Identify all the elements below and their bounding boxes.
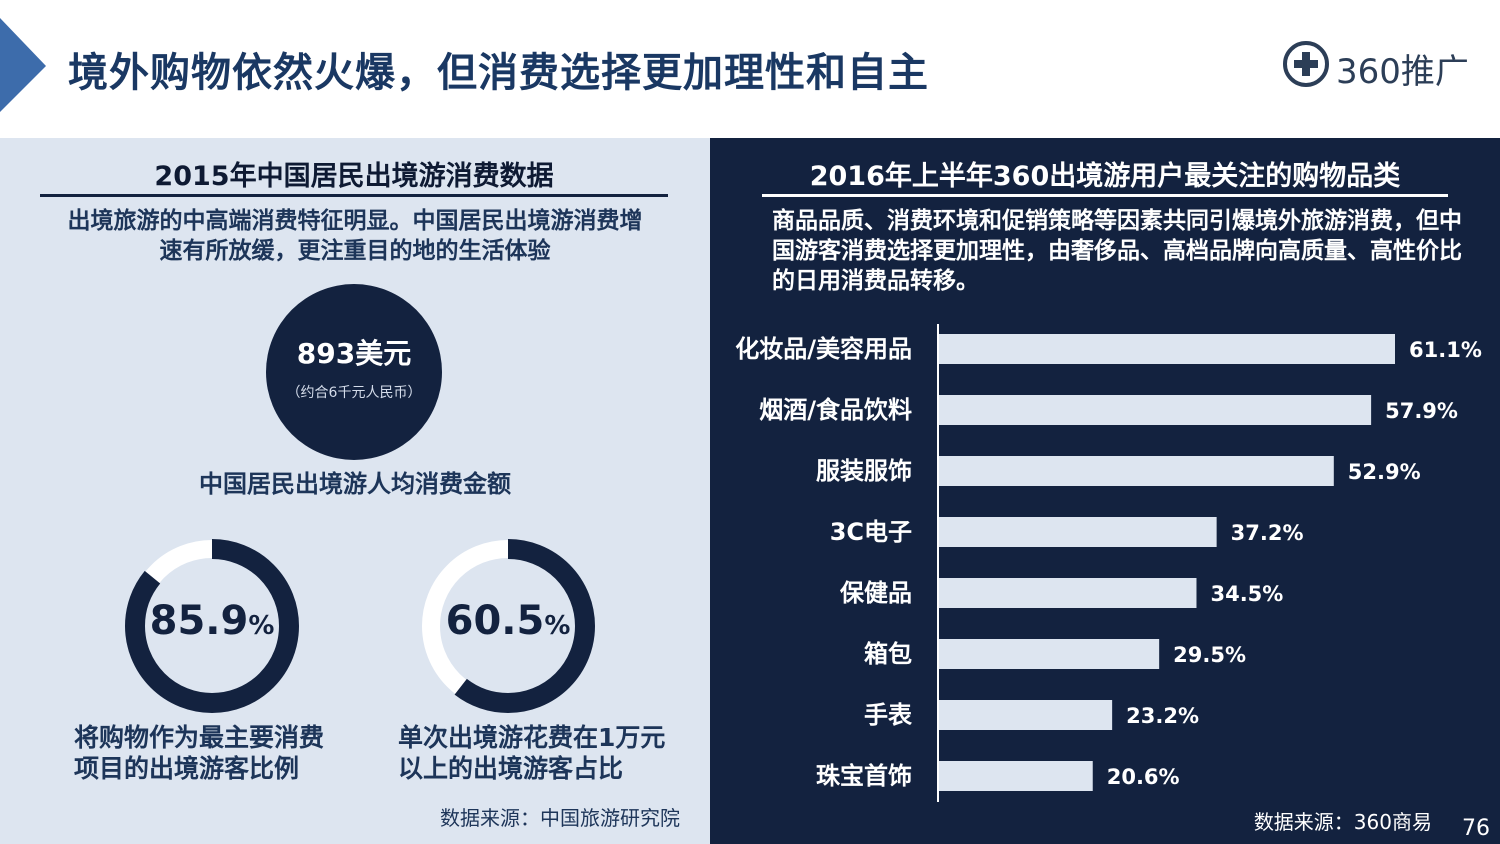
left-panel-title: 2015年中国居民出境游消费数据 bbox=[154, 161, 554, 192]
high-spend-label: 单次出境游花费在1万元以上的出境游客占比 bbox=[398, 723, 666, 783]
shopping-share-donut: 85.9% bbox=[122, 536, 302, 716]
value-label: 20.6% bbox=[1107, 765, 1180, 789]
bar bbox=[939, 761, 1093, 791]
page-number: 76 bbox=[1462, 816, 1490, 841]
donut-unit: % bbox=[248, 611, 275, 641]
bar bbox=[939, 700, 1113, 730]
value-label: 37.2% bbox=[1231, 521, 1304, 545]
donut-number: 60.5 bbox=[445, 598, 545, 644]
page-title: 境外购物依然火爆，但消费选择更加理性和自主 bbox=[68, 50, 929, 96]
donut-chart bbox=[421, 539, 595, 713]
donut-value: 85.9% bbox=[122, 598, 302, 644]
right-panel: 2016年上半年360出境游用户最关注的购物品类 商品品质、消费环境和促销策略等… bbox=[710, 138, 1500, 844]
value-label: 34.5% bbox=[1210, 582, 1283, 606]
donut-number: 85.9 bbox=[149, 598, 249, 644]
value-label: 23.2% bbox=[1126, 704, 1199, 728]
right-title-divider bbox=[762, 194, 1448, 197]
logo: 360推广 bbox=[1282, 40, 1482, 92]
spend-circle: 893美元 （约合6千元人民币） bbox=[266, 284, 442, 460]
category-label: 手表 bbox=[864, 701, 913, 729]
logo-text: 360推广 bbox=[1336, 52, 1469, 92]
category-label: 烟酒/食品饮料 bbox=[759, 396, 912, 424]
right-panel-description: 商品品质、消费环境和促销策略等因素共同引爆境外旅游消费，但中国游客消费选择更加理… bbox=[772, 208, 1462, 294]
left-title-divider bbox=[40, 194, 668, 197]
bar bbox=[939, 456, 1334, 486]
shopping-share-label: 将购物作为最主要消费项目的出境游客比例 bbox=[74, 723, 325, 783]
value-label: 61.1% bbox=[1409, 338, 1482, 362]
right-panel-title: 2016年上半年360出境游用户最关注的购物品类 bbox=[809, 161, 1401, 192]
category-label: 箱包 bbox=[864, 640, 912, 668]
donut-arc bbox=[125, 539, 299, 713]
arrow-decoration-icon bbox=[0, 18, 46, 112]
spend-value: 893美元 bbox=[296, 337, 412, 370]
left-panel-description: 出境旅游的中高端消费特征明显。中国居民出境游消费增速有所放缓，更注重目的地的生活… bbox=[67, 208, 643, 264]
category-label: 化妆品/美容用品 bbox=[735, 335, 912, 363]
high-spend-donut: 60.5% bbox=[418, 536, 598, 716]
spend-note: （约合6千元人民币） bbox=[286, 385, 422, 401]
left-data-source: 数据来源：中国旅游研究院 bbox=[440, 806, 680, 830]
bar bbox=[939, 334, 1395, 364]
plus-circle-icon bbox=[1283, 41, 1329, 87]
donut-arc bbox=[421, 539, 595, 713]
category-label: 珠宝首饰 bbox=[816, 762, 912, 790]
value-label: 29.5% bbox=[1173, 643, 1246, 667]
value-label: 57.9% bbox=[1385, 399, 1458, 423]
donut-unit: % bbox=[544, 611, 571, 641]
category-label: 3C电子 bbox=[830, 518, 912, 546]
value-label: 52.9% bbox=[1348, 460, 1421, 484]
bar bbox=[939, 517, 1217, 547]
category-label: 保健品 bbox=[839, 579, 912, 607]
category-label: 服装服饰 bbox=[816, 457, 912, 485]
shopping-category-bar-chart: 化妆品/美容用品 61.1% 烟酒/食品饮料 57.9% 服装服饰 52.9% 3C电子 37… bbox=[735, 324, 1482, 802]
bar bbox=[939, 578, 1197, 608]
bar bbox=[939, 639, 1160, 669]
donut-value: 60.5% bbox=[418, 598, 598, 644]
right-data-source: 数据来源：360商易 bbox=[1253, 810, 1432, 834]
bar bbox=[939, 395, 1372, 425]
left-panel: 2015年中国居民出境游消费数据 出境旅游的中高端消费特征明显。中国居民出境游消… bbox=[0, 138, 710, 844]
donut-chart bbox=[125, 539, 299, 713]
header: 境外购物依然火爆，但消费选择更加理性和自主 360推广 bbox=[0, 0, 1500, 138]
spend-label: 中国居民出境游人均消费金额 bbox=[199, 470, 511, 498]
